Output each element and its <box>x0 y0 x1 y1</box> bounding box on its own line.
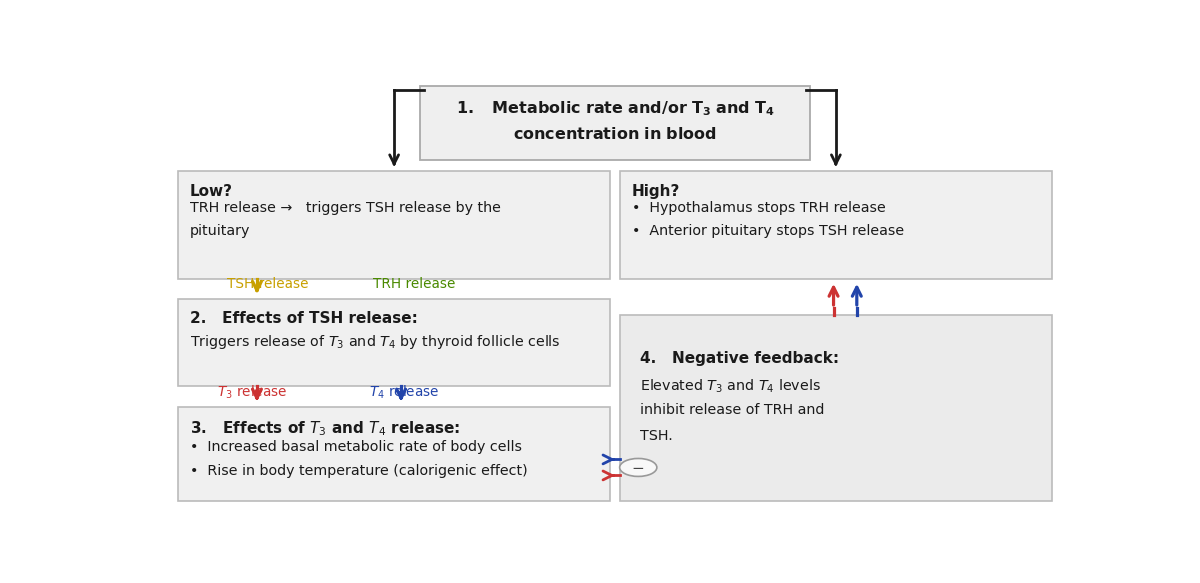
Circle shape <box>619 458 656 476</box>
Text: •  Anterior pituitary stops TSH release: • Anterior pituitary stops TSH release <box>631 224 904 238</box>
Text: •  Hypothalamus stops TRH release: • Hypothalamus stops TRH release <box>631 202 886 216</box>
FancyBboxPatch shape <box>420 86 810 160</box>
FancyBboxPatch shape <box>619 171 1052 279</box>
Text: •  Rise in body temperature (calorigenic effect): • Rise in body temperature (calorigenic … <box>190 464 528 478</box>
Text: −: − <box>632 461 644 476</box>
Text: TSH release: TSH release <box>227 278 308 292</box>
Text: $\mathbf{concentration\ in\ blood}$: $\mathbf{concentration\ in\ blood}$ <box>514 126 716 142</box>
Text: $T_4$ release: $T_4$ release <box>368 384 439 401</box>
Text: inhibit release of TRH and: inhibit release of TRH and <box>640 403 824 417</box>
FancyBboxPatch shape <box>178 171 611 279</box>
Text: $\mathbf{1.\ \ \ Metabolic\ rate\ and/or\ }$$\mathbf{T_3}$$\mathbf{\ and\ T_4}$: $\mathbf{1.\ \ \ Metabolic\ rate\ and/or… <box>456 100 774 118</box>
Text: Elevated $T_3$ and $T_4$ levels: Elevated $T_3$ and $T_4$ levels <box>640 377 821 395</box>
FancyBboxPatch shape <box>178 407 611 501</box>
Text: Low?: Low? <box>190 184 233 199</box>
Text: •  Increased basal metabolic rate of body cells: • Increased basal metabolic rate of body… <box>190 440 522 454</box>
FancyBboxPatch shape <box>178 299 611 387</box>
Text: TRH release: TRH release <box>373 278 456 292</box>
Text: Triggers release of $T_3$ and $T_4$ by thyroid follicle cells: Triggers release of $T_3$ and $T_4$ by t… <box>190 332 560 350</box>
Text: TRH release →   triggers TSH release by the: TRH release → triggers TSH release by th… <box>190 202 500 216</box>
Text: $T_3$ release: $T_3$ release <box>217 384 287 401</box>
Text: High?: High? <box>631 184 680 199</box>
Text: 4.   Negative feedback:: 4. Negative feedback: <box>640 350 839 366</box>
FancyBboxPatch shape <box>619 315 1052 501</box>
Text: TSH.: TSH. <box>640 429 673 442</box>
Text: 2.   Effects of TSH release:: 2. Effects of TSH release: <box>190 311 418 326</box>
Text: 3.   Effects of $T_3$ and $T_4$ release:: 3. Effects of $T_3$ and $T_4$ release: <box>190 419 461 438</box>
Text: pituitary: pituitary <box>190 224 251 238</box>
